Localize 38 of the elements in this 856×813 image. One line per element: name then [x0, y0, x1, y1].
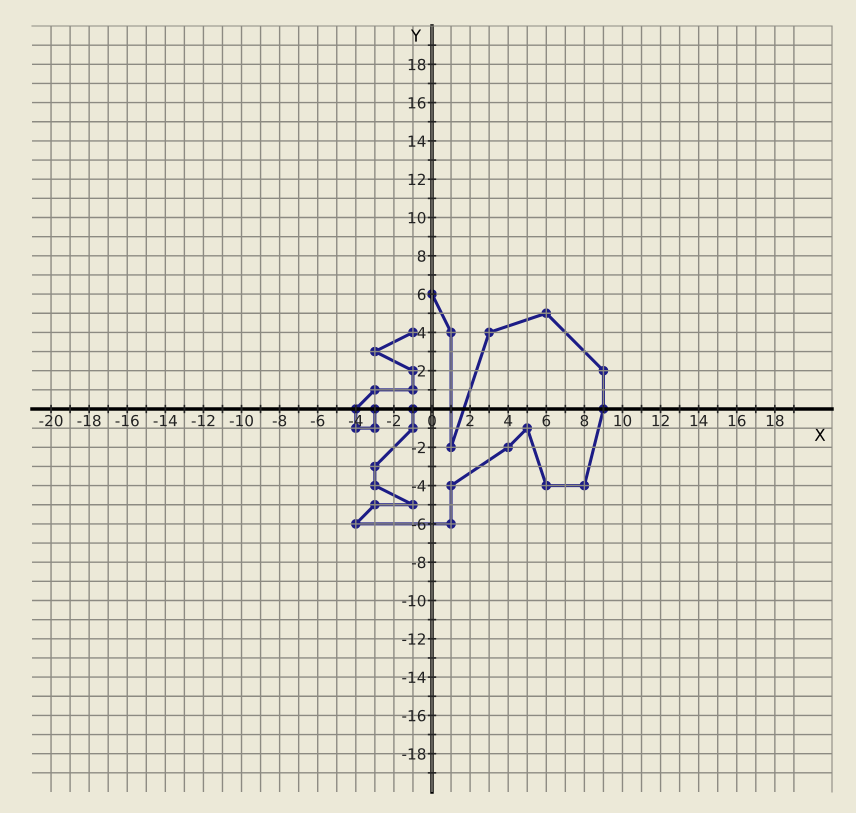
y-tick-label: 4 [417, 327, 426, 338]
x-tick-label: -14 [154, 415, 177, 426]
y-tick-label: -2 [412, 442, 425, 454]
x-tick-label: -20 [39, 414, 63, 426]
x-tick-label: 8 [580, 414, 588, 426]
x-tick-label: 18 [766, 414, 784, 426]
x-tick-label: 4 [504, 415, 512, 426]
x-tick-label: -2 [387, 414, 400, 426]
y-tick-label: -12 [402, 633, 425, 645]
y-tick-label: 12 [408, 174, 425, 186]
x-axis-title: X [814, 428, 826, 441]
y-tick-label: 16 [408, 97, 426, 109]
x-tick-label: 16 [728, 414, 746, 426]
x-tick-label: -8 [272, 414, 286, 426]
y-tick-label: 6 [418, 288, 426, 300]
y-tick-label: -4 [412, 480, 426, 492]
x-tick-label: -12 [192, 414, 214, 426]
y-tick-label: -14 [402, 672, 426, 683]
y-tick-label: 14 [408, 136, 426, 147]
y-tick-label: -6 [412, 518, 426, 530]
y-axis-title: Y [410, 30, 422, 42]
y-tick-label: -8 [412, 556, 426, 568]
y-tick-label: -10 [402, 594, 426, 607]
y-tick-label: 10 [408, 212, 426, 224]
x-tick-label: 2 [466, 414, 474, 426]
x-tick-label: -18 [77, 414, 101, 426]
y-tick-label: -16 [402, 710, 426, 722]
y-tick-label: 18 [408, 58, 426, 70]
x-tick-label: -6 [310, 414, 324, 426]
x-tick-label: -16 [116, 414, 139, 426]
x-tick-label: 6 [542, 414, 550, 426]
y-tick-label: 2 [418, 365, 425, 377]
x-tick-label: -10 [230, 414, 253, 426]
y-tick-label: 8 [418, 250, 426, 262]
x-tick-label: 12 [652, 414, 669, 426]
y-tick-label: -18 [402, 748, 426, 760]
x-tick-label: 10 [614, 414, 632, 426]
x-tick-label: 14 [690, 415, 708, 426]
